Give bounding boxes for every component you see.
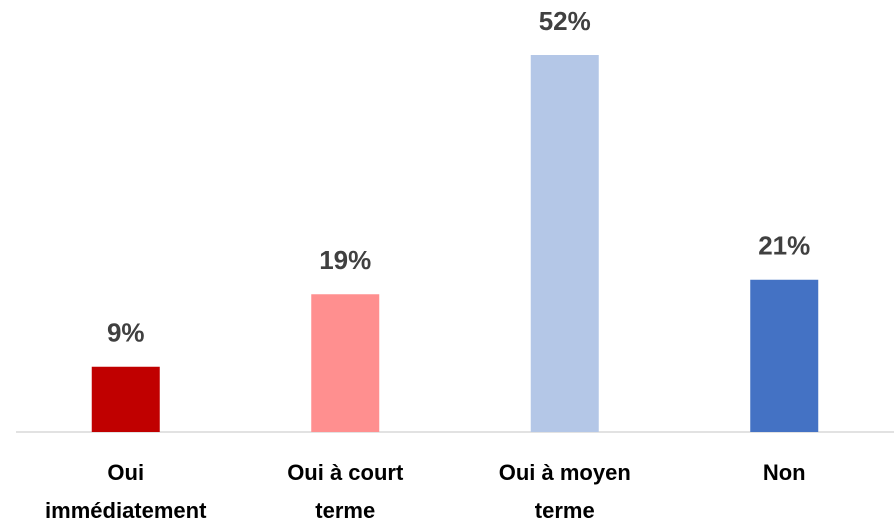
value-label: 21% — [758, 231, 810, 261]
value-label: 52% — [539, 6, 591, 36]
x-tick-label: Oui à court terme — [287, 460, 404, 523]
bar — [530, 55, 599, 432]
bar — [311, 294, 380, 432]
x-tick-label: Oui immédiatement — [45, 460, 207, 523]
x-tick-label: Oui à moyen terme — [498, 460, 631, 523]
value-label: 9% — [107, 318, 145, 348]
value-label: 19% — [319, 245, 371, 275]
x-tick-label: Non — [762, 460, 806, 485]
bar — [91, 366, 160, 432]
bar — [750, 279, 819, 432]
